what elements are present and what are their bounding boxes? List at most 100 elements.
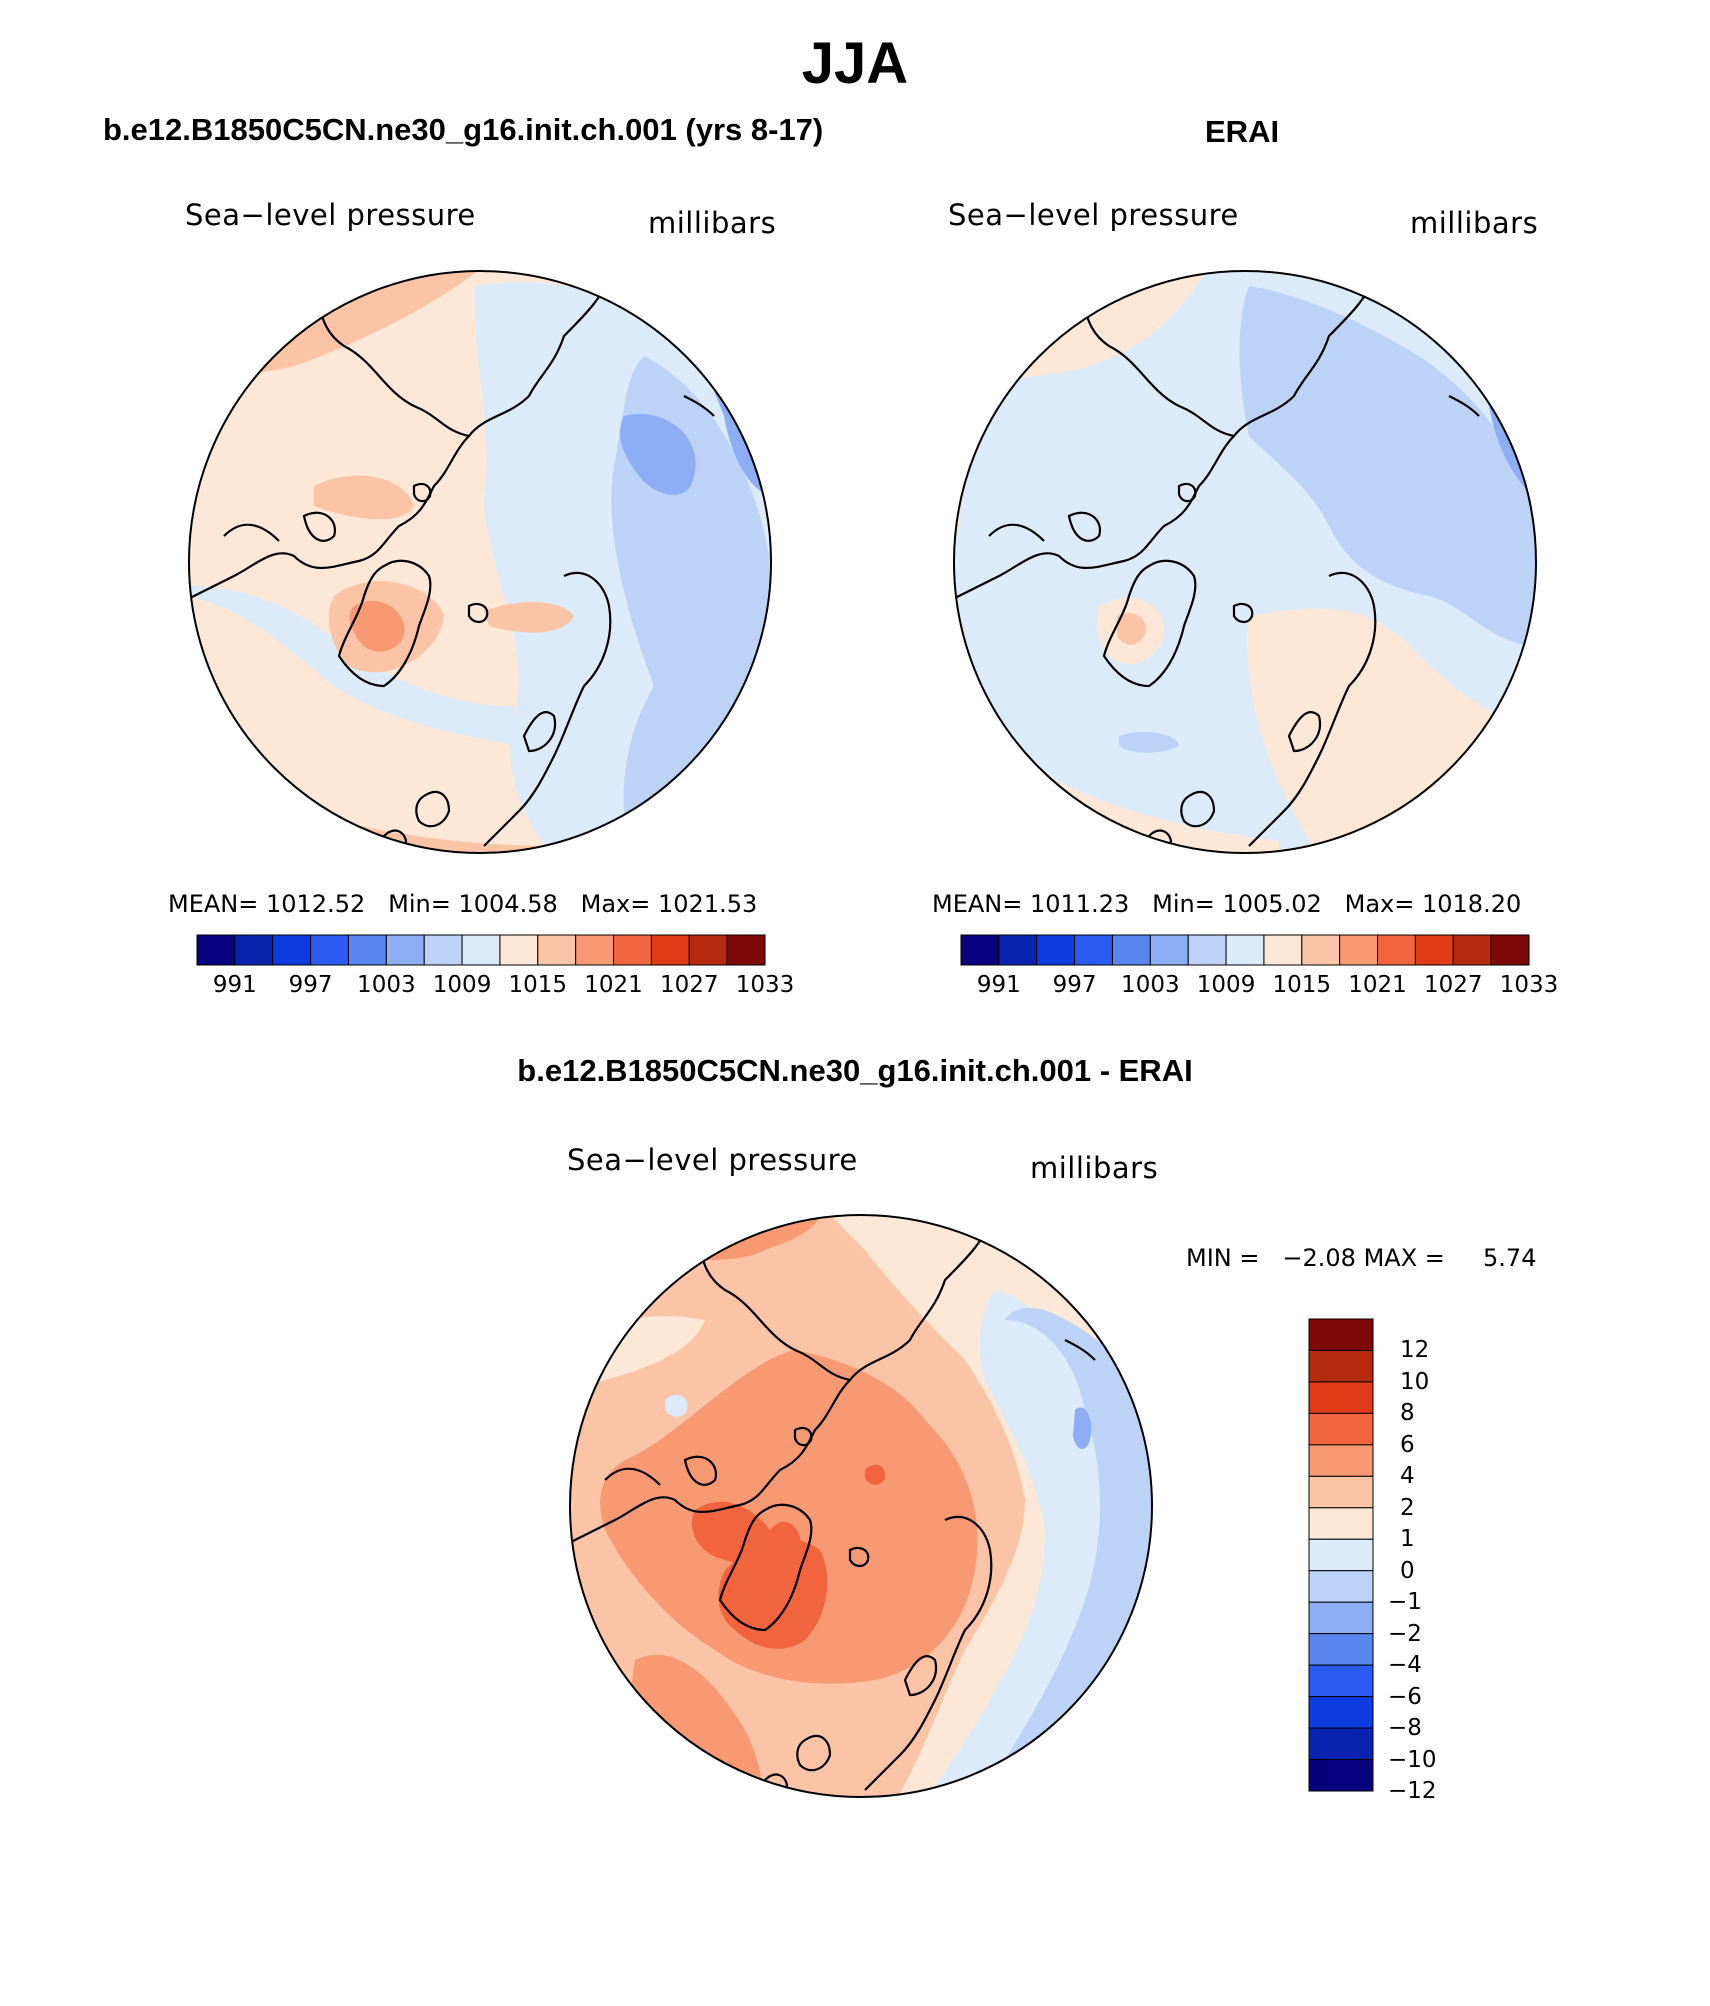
map-boundary: [953, 270, 1537, 854]
colorbar-swatch: [1308, 1381, 1374, 1414]
map-boundary: [569, 1214, 1153, 1798]
min-label: Min=: [388, 890, 451, 918]
colorbar-swatch: [1308, 1349, 1374, 1383]
colorbar-tick-label: 1015: [508, 972, 568, 998]
model-panel-title: b.e12.B1850C5CN.ne30_g16.init.ch.001 (yr…: [103, 112, 824, 147]
colorbar-swatch: [1111, 934, 1151, 966]
colorbar-swatch: [1149, 934, 1189, 966]
model-colorbar: [196, 934, 766, 966]
colorbar-tick-label: 1027: [659, 972, 719, 998]
colorbar-swatch: [575, 934, 615, 966]
colorbar-swatch: [1036, 934, 1076, 966]
colorbar-swatch: [1263, 934, 1303, 966]
colorbar-swatch: [1490, 934, 1530, 966]
min-value: −2.08: [1282, 1244, 1356, 1272]
max-label: MAX =: [1363, 1244, 1445, 1272]
colorbar-swatch: [1301, 934, 1341, 966]
max-value: 5.74: [1483, 1244, 1537, 1272]
colorbar-tick-label: 991: [976, 972, 1021, 998]
diff-colorbar: [1308, 1318, 1374, 1792]
field-contour: [1239, 286, 1536, 646]
colorbar-tick-label: 8: [1400, 1400, 1415, 1427]
model-units-label: millibars: [648, 206, 777, 240]
colorbar-swatch: [1308, 1444, 1374, 1477]
colorbar-swatch: [385, 934, 425, 966]
max-value: 1018.20: [1422, 890, 1522, 918]
obs-slp-map: [953, 270, 1537, 854]
colorbar-swatch: [1308, 1664, 1374, 1698]
field-contour: [619, 414, 696, 495]
diff-units-label: millibars: [1030, 1151, 1159, 1185]
colorbar-swatch: [1308, 1538, 1374, 1572]
colorbar-swatch: [1308, 1475, 1374, 1509]
colorbar-swatch: [347, 934, 387, 966]
max-label: Max=: [1344, 890, 1415, 918]
colorbar-swatch: [1308, 1727, 1374, 1761]
diff-slp-map: [569, 1214, 1153, 1798]
colorbar-tick-label: 0: [1400, 1557, 1415, 1584]
colorbar-swatch: [1377, 934, 1416, 966]
colorbar-tick-label: 1021: [1348, 972, 1407, 998]
mean-value: 1011.23: [1030, 890, 1130, 918]
colorbar-swatch: [1308, 1318, 1374, 1351]
obs-variable-label: Sea−level pressure: [948, 198, 1239, 232]
colorbar-tick-label: 997: [1052, 972, 1097, 998]
colorbar-tick-label: 1003: [1121, 972, 1180, 998]
min-label: MIN =: [1186, 1244, 1260, 1272]
colorbar-tick-label: −8: [1388, 1715, 1422, 1742]
colorbar-swatch: [423, 934, 463, 966]
colorbar-tick-label: 1033: [1499, 972, 1559, 998]
colorbar-swatch: [1225, 934, 1265, 966]
model-colorbar-ticks: 991 997 1003 1009 1015 1021 1027 1033: [196, 972, 794, 1002]
field-contour: [865, 1464, 886, 1485]
min-value: 1005.02: [1222, 890, 1322, 918]
min-value: 1004.58: [458, 890, 558, 918]
colorbar-tick-label: 10: [1400, 1368, 1430, 1395]
colorbar-tick-label: 1027: [1423, 972, 1483, 998]
colorbar-swatch: [1339, 934, 1379, 966]
colorbar-swatch: [1308, 1412, 1374, 1446]
colorbar-swatch: [1308, 1696, 1374, 1729]
colorbar-tick-label: 4: [1400, 1463, 1415, 1490]
colorbar-swatch: [998, 934, 1038, 966]
colorbar-swatch: [1308, 1633, 1374, 1666]
colorbar-tick-label: −10: [1388, 1746, 1437, 1773]
mean-label: MEAN=: [932, 890, 1023, 918]
colorbar-swatch: [650, 934, 690, 966]
colorbar-swatch: [1187, 934, 1227, 966]
colorbar-tick-label: −6: [1388, 1683, 1422, 1710]
colorbar-swatch: [1308, 1570, 1374, 1603]
max-label: Max=: [580, 890, 651, 918]
colorbar-swatch: [310, 934, 349, 966]
field-contour: [665, 1394, 688, 1417]
model-stats: MEAN= 1012.52 Min= 1004.58 Max= 1021.53: [168, 890, 757, 918]
colorbar-tick-label: 1021: [584, 972, 643, 998]
max-value: 1021.53: [658, 890, 758, 918]
mean-value: 1012.52: [266, 890, 366, 918]
model-slp-map: [188, 270, 772, 854]
colorbar-swatch: [272, 934, 312, 966]
main-title: JJA: [801, 31, 909, 96]
colorbar-swatch: [1414, 934, 1454, 966]
obs-panel-title: ERAI: [1205, 114, 1280, 149]
diff-panel-title: b.e12.B1850C5CN.ne30_g16.init.ch.001 - E…: [517, 1053, 1193, 1088]
colorbar-tick-label: −1: [1388, 1589, 1422, 1616]
colorbar-tick-label: 6: [1400, 1431, 1415, 1458]
mean-label: MEAN=: [168, 890, 259, 918]
colorbar-swatch: [196, 934, 236, 966]
field-contour: [1073, 1407, 1092, 1450]
diff-colorbar-ticks: 12 10 8 6 4 2 1 0 −1 −2 −4 −6 −8 −10 −12: [1388, 1318, 1468, 1804]
field-contour: [1119, 731, 1179, 753]
colorbar-swatch: [726, 934, 766, 966]
colorbar-tick-label: 2: [1400, 1494, 1415, 1521]
colorbar-tick-label: 1009: [1196, 972, 1256, 998]
coastline: [954, 275, 1480, 853]
field-contour: [1117, 613, 1146, 645]
colorbar-tick-label: 12: [1400, 1337, 1430, 1364]
coastline: [189, 275, 715, 853]
colorbar-tick-label: 1: [1400, 1526, 1415, 1553]
model-variable-label: Sea−level pressure: [185, 198, 476, 232]
colorbar-swatch: [1452, 934, 1492, 966]
colorbar-tick-label: 991: [212, 972, 257, 998]
min-label: Min=: [1152, 890, 1215, 918]
